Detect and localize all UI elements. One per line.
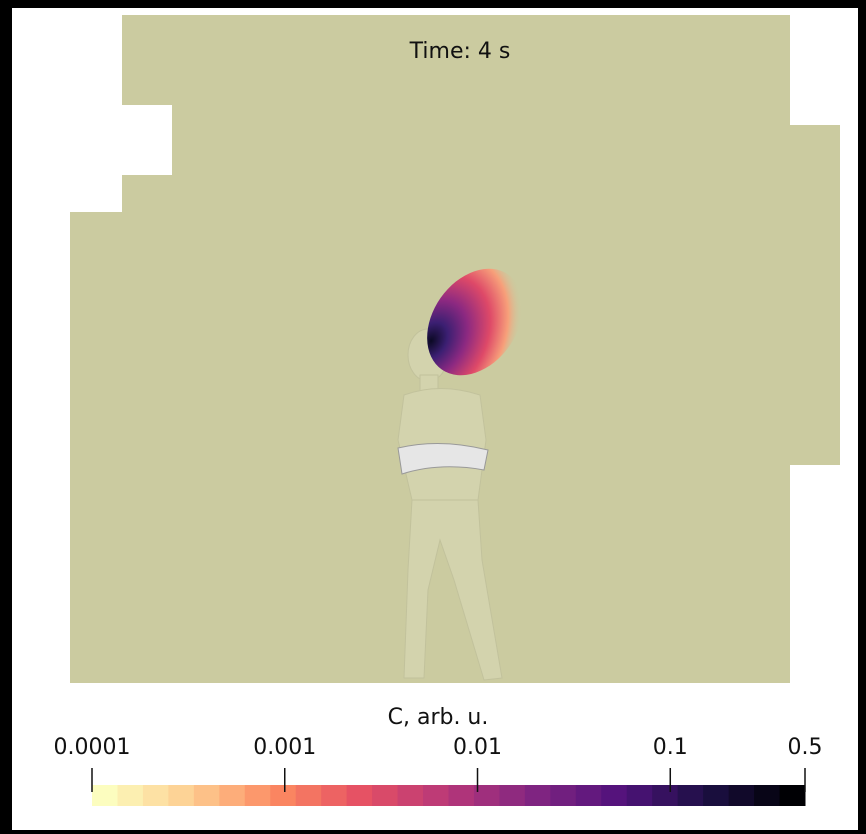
colorbar-tick-label: 0.5: [788, 735, 823, 760]
colorbar-step: [346, 785, 373, 806]
person: [397, 328, 503, 681]
colorbar-step: [117, 785, 144, 806]
colorbar-step: [626, 785, 653, 806]
time-label: Time: 4 s: [409, 39, 511, 64]
colorbar-step: [448, 785, 475, 806]
colorbar-step: [142, 785, 169, 806]
colorbar-tick-label: 0.001: [253, 735, 316, 760]
colorbar-step: [219, 785, 246, 806]
colorbar-step: [499, 785, 526, 806]
colorbar-step: [295, 785, 322, 806]
colorbar-step: [652, 785, 679, 806]
colorbar-step: [244, 785, 271, 806]
colorbar-tick-label: 0.0001: [54, 735, 131, 760]
colorbar-step: [754, 785, 781, 806]
colorbar-step: [575, 785, 602, 806]
colorbar-step: [703, 785, 730, 806]
plume: [427, 268, 523, 376]
colorbar-step: [728, 785, 755, 806]
colorbar-step: [473, 785, 500, 806]
colorbar-step: [270, 785, 297, 806]
colorbar-step: [92, 785, 118, 806]
colorbar-step: [372, 785, 399, 806]
colorbar-step: [601, 785, 628, 806]
colorbar-step: [423, 785, 449, 806]
colorbar-step: [397, 785, 424, 806]
colorbar-step: [168, 785, 195, 806]
colorbar-step: [550, 785, 577, 806]
colorbar-tick-label: 0.1: [653, 735, 688, 760]
colorbar-step: [677, 785, 704, 806]
colorbar-step: [193, 785, 220, 806]
colorbar-tick-label: 0.01: [453, 735, 502, 760]
colorbar-step: [779, 785, 806, 806]
colorbar-step: [524, 785, 551, 806]
colorbar-label: C, arb. u.: [388, 705, 489, 730]
colorbar-step: [321, 785, 348, 806]
